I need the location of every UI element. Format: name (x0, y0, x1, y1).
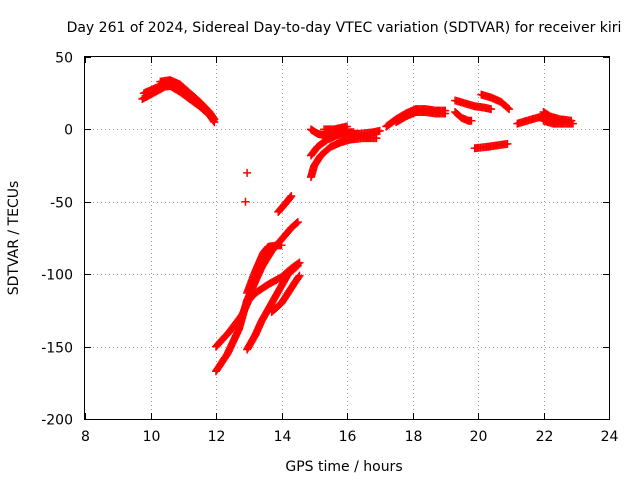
series-arc-9 (274, 192, 296, 216)
x-tick-label: 10 (143, 429, 161, 445)
series-arc-19 (470, 139, 512, 153)
x-tick-label: 20 (470, 429, 488, 445)
data-point (487, 105, 496, 114)
x-tick-label: 18 (405, 429, 423, 445)
data-point (349, 128, 358, 137)
plot-frame (84, 56, 610, 420)
data-point (375, 126, 384, 135)
x-tick-label: 14 (274, 429, 292, 445)
data-marks (138, 76, 577, 376)
data-point (503, 139, 512, 148)
x-tick-label: 24 (601, 429, 619, 445)
data-point (568, 119, 577, 128)
x-tick-labels: 8 10 12 14 16 18 20 22 24 (81, 429, 618, 445)
data-point (210, 118, 219, 127)
y-tick-label: -100 (41, 268, 73, 284)
series-arc-22 (539, 116, 577, 128)
data-point (287, 192, 296, 201)
data-point (277, 241, 286, 250)
data-point (343, 122, 351, 131)
y-tick-label: -150 (41, 341, 73, 357)
series-arc-10 (306, 134, 381, 182)
series-arc-15 (392, 108, 450, 127)
x-tick-label: 22 (536, 429, 554, 445)
data-point (243, 168, 252, 177)
series-isolated (241, 168, 252, 206)
y-tick-label: -200 (41, 413, 73, 429)
data-point (209, 116, 218, 125)
data-point (441, 109, 450, 118)
data-point (467, 116, 476, 125)
x-tick-label: 16 (339, 429, 357, 445)
x-tick-label: 12 (208, 429, 226, 445)
data-point (294, 272, 303, 281)
series-arc-17 (451, 108, 476, 125)
chart-title: Day 261 of 2024, Sidereal Day-to-day VTE… (67, 20, 622, 36)
x-tick-label: 8 (81, 429, 90, 445)
data-point (292, 262, 301, 271)
y-tick-labels: -200 -150 -100 -50 0 50 (41, 51, 73, 429)
grid (85, 57, 609, 419)
y-tick-label: 0 (64, 123, 73, 139)
data-point (292, 219, 301, 228)
series-arc-6 (243, 261, 302, 354)
x-axis-label: GPS time / hours (285, 459, 402, 475)
series-arc-12 (306, 125, 358, 140)
data-point (504, 104, 513, 113)
data-point (293, 261, 302, 270)
data-point (286, 193, 295, 202)
data-point (505, 105, 514, 114)
series-arc-18 (477, 90, 514, 114)
series-arc-13 (320, 122, 351, 134)
y-axis-label: SDTVAR / TECUs (6, 181, 22, 296)
y-tick-label: 50 (55, 51, 73, 67)
series-arc-3 (156, 81, 219, 127)
series-arc-7 (243, 241, 286, 298)
series-arc-16 (451, 96, 496, 114)
data-point (241, 197, 250, 206)
data-point (293, 218, 302, 227)
data-point (295, 271, 304, 280)
series-arc-8 (267, 271, 304, 316)
y-tick-label: -50 (50, 196, 73, 212)
